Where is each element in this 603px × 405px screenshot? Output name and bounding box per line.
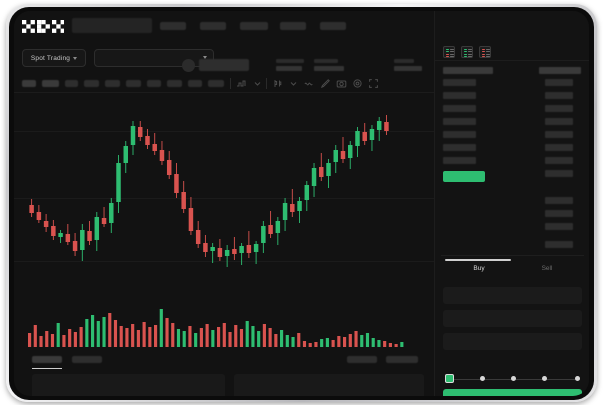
interval-chip-10[interactable] <box>208 80 224 87</box>
bottom-panel-tabs <box>14 351 434 371</box>
interval-chip-5[interactable] <box>105 80 120 87</box>
orderbook-col-header <box>443 67 493 74</box>
orderbook-view-both-icon[interactable] <box>443 46 455 58</box>
bottom-tab-order-history[interactable] <box>72 356 102 363</box>
camera-icon[interactable] <box>336 78 347 89</box>
bottom-action-2[interactable] <box>386 356 418 363</box>
orderbook-bid-row[interactable] <box>545 223 573 230</box>
price-input[interactable] <box>443 287 582 304</box>
orderbook-col-header <box>539 67 581 74</box>
orderbook-header <box>435 43 589 61</box>
interval-chip-4[interactable] <box>84 80 99 87</box>
chart-gridline <box>14 198 434 199</box>
stat-24h-volume <box>394 59 422 71</box>
search-input[interactable] <box>72 18 152 33</box>
orderbook-last-price[interactable] <box>443 171 485 182</box>
chart-gridline <box>14 261 434 262</box>
volume-series <box>28 309 404 347</box>
tab-buy[interactable]: Buy <box>473 265 485 272</box>
orderbook-bid-row[interactable] <box>545 241 573 248</box>
orderbook-ask-row[interactable] <box>443 105 476 112</box>
orderbook-bid-row[interactable] <box>545 170 573 177</box>
orderbook-bid-row[interactable] <box>545 210 573 217</box>
orderbook-bid-row[interactable] <box>545 197 573 204</box>
interval-chip-7[interactable] <box>147 80 161 87</box>
stat-24h-high <box>314 59 344 71</box>
amount-input[interactable] <box>443 310 582 327</box>
interval-chip-9[interactable] <box>188 80 202 87</box>
place-buy-order-button[interactable] <box>443 389 582 396</box>
interval-chip-1[interactable] <box>22 80 36 87</box>
right-sidebar: Buy Sell <box>434 11 589 396</box>
chevron-down-icon <box>73 56 78 60</box>
total-input[interactable] <box>443 333 582 350</box>
interval-chip-8[interactable] <box>167 80 182 87</box>
bottom-action-1[interactable] <box>347 356 377 363</box>
active-side-underline <box>445 259 511 261</box>
orderbook-bid-row[interactable] <box>545 105 573 112</box>
nav-item-5[interactable] <box>320 22 346 30</box>
nav-item-1[interactable] <box>160 22 186 30</box>
volume-chart <box>14 303 434 351</box>
orderbook-view-asks-icon[interactable] <box>479 46 491 58</box>
chevron-down-icon[interactable] <box>288 78 299 89</box>
bottom-tab-open-orders[interactable] <box>32 356 62 363</box>
slider-step-100[interactable] <box>575 376 580 381</box>
orderbook-ask-row[interactable] <box>443 79 476 86</box>
orderbook-bid-row[interactable] <box>545 92 573 99</box>
last-price-value <box>199 59 249 71</box>
wave-icon[interactable] <box>304 78 315 89</box>
orderbook-bid-row[interactable] <box>545 118 573 125</box>
interval-chip-2[interactable] <box>42 80 59 87</box>
trading-mode-dropdown[interactable]: Spot Trading <box>22 49 86 67</box>
orderbook-view-bids-icon[interactable] <box>461 46 473 58</box>
trading-pair-select[interactable] <box>94 49 214 67</box>
chart-toolbar <box>14 75 434 93</box>
fullscreen-icon[interactable] <box>368 78 379 89</box>
pencil-icon[interactable] <box>320 78 331 89</box>
orderbook-bid-row[interactable] <box>545 79 573 86</box>
chevron-down-icon <box>203 56 207 59</box>
nav-item-2[interactable] <box>200 22 226 30</box>
indicators-icon[interactable] <box>236 78 247 89</box>
orderbook-ask-row[interactable] <box>443 157 476 164</box>
chart-type-icon[interactable] <box>272 78 283 89</box>
chevron-down-icon[interactable] <box>252 78 263 89</box>
nav-item-3[interactable] <box>240 22 268 30</box>
bottom-pane-left[interactable] <box>32 374 225 396</box>
slider-step-50[interactable] <box>511 376 516 381</box>
slider-step-25[interactable] <box>480 376 485 381</box>
candlestick-series <box>29 115 389 267</box>
nav-item-4[interactable] <box>280 22 306 30</box>
orderbook-ask-row[interactable] <box>443 118 476 125</box>
orderbook-ask-row[interactable] <box>443 144 476 151</box>
orderbook-bid-row[interactable] <box>545 144 573 151</box>
interval-chip-6[interactable] <box>126 80 141 87</box>
bottom-pane-right[interactable] <box>234 374 424 396</box>
stat-24h-change <box>276 59 304 71</box>
trading-mode-label: Spot Trading <box>30 54 71 62</box>
settings-icon[interactable] <box>352 78 363 89</box>
price-chart[interactable] <box>14 93 434 303</box>
market-info-bar: Spot Trading <box>14 43 589 75</box>
orderbook-ask-row[interactable] <box>443 92 476 99</box>
orderbook-ask-row[interactable] <box>443 131 476 138</box>
trade-side-tabs: Buy Sell <box>435 259 589 281</box>
orderbook-bid-row[interactable] <box>545 157 573 164</box>
tab-sell[interactable]: Sell <box>541 265 553 272</box>
orderbook-bid-row[interactable] <box>545 131 573 138</box>
chart-gridline <box>14 131 434 132</box>
coin-avatar <box>182 59 195 72</box>
okx-logo-icon[interactable] <box>22 20 64 33</box>
app-screen: Spot Trading <box>14 11 589 396</box>
slider-handle[interactable] <box>445 374 454 383</box>
slider-step-75[interactable] <box>542 376 547 381</box>
active-tab-underline <box>32 368 62 369</box>
interval-chip-3[interactable] <box>65 80 78 87</box>
